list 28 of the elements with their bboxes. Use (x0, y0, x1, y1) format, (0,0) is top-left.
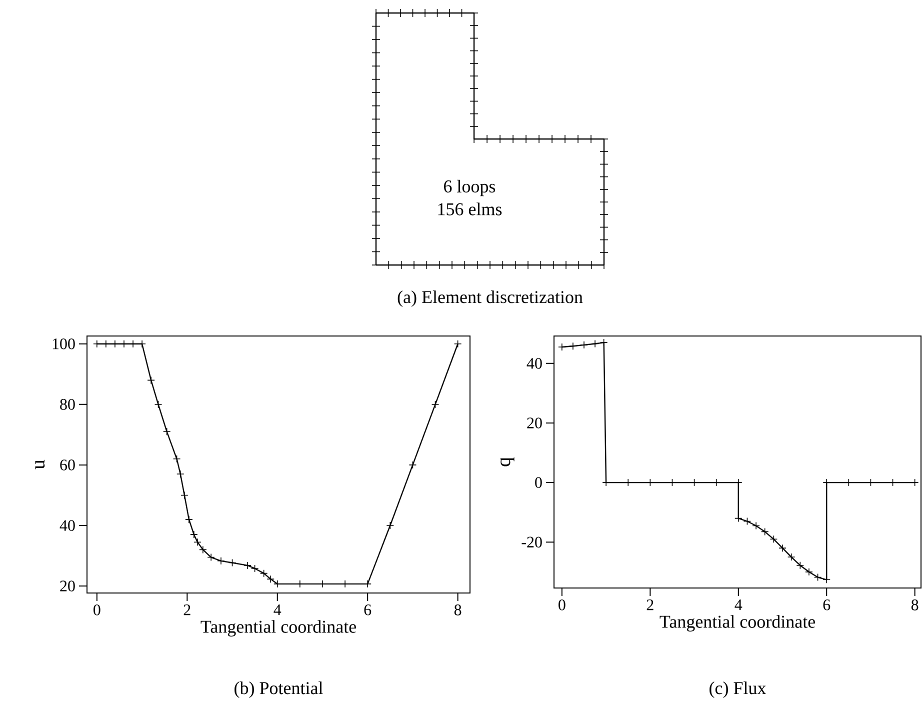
y-tick-label: 80 (60, 399, 75, 410)
y-axis-title: q (500, 457, 514, 466)
x-tick-label: 0 (94, 604, 100, 616)
x-tick-label: 8 (911, 600, 918, 610)
x-tick-label: 2 (646, 600, 654, 610)
x-tick-label: 6 (364, 604, 372, 616)
x-tick-label: 4 (734, 600, 742, 610)
x-tick-label: 6 (823, 600, 830, 610)
text: (b) Potential (234, 682, 323, 698)
y-tick-label: 60 (60, 460, 75, 470)
text: (c) Flux (710, 682, 766, 698)
y-tick-label: 100 (52, 338, 75, 350)
text: 6 loops (444, 180, 496, 196)
y-tick-label: 20 (60, 580, 75, 592)
y-tick-label: 0 (535, 477, 542, 488)
y-tick-label: 40 (60, 520, 75, 531)
x-axis-title: Tangential coordinate (200, 620, 356, 637)
y-tick-label: -20 (522, 536, 542, 548)
x-tick-label: 0 (558, 600, 566, 610)
y-tick-label: 20 (527, 418, 542, 428)
y-axis-title: u (35, 460, 45, 470)
text: (a) Element discretization (398, 290, 583, 307)
x-tick-label: 4 (274, 604, 282, 616)
x-axis-title: Tangential coordinate (660, 615, 815, 632)
text: 156 elms (438, 202, 502, 216)
x-tick-label: 8 (454, 604, 462, 616)
x-tick-label: 2 (184, 604, 190, 616)
y-tick-label: 40 (526, 358, 542, 369)
